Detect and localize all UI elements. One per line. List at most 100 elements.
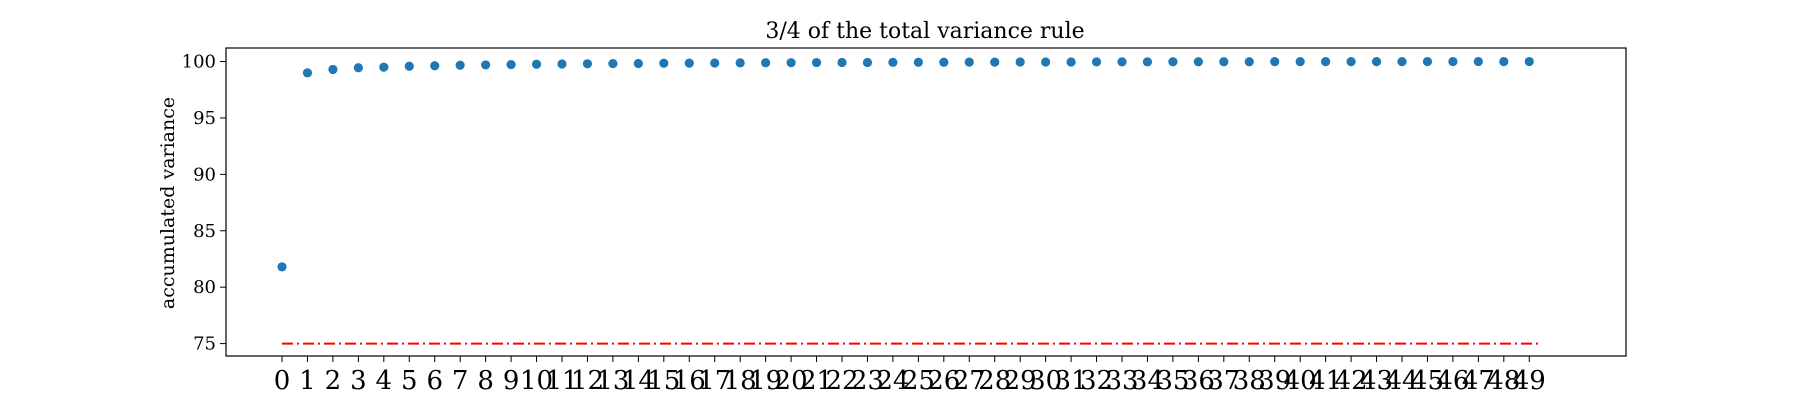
x-tick-label: 18 bbox=[724, 366, 757, 396]
data-point bbox=[1524, 56, 1534, 67]
data-point bbox=[1397, 57, 1407, 67]
data-point bbox=[1473, 56, 1483, 67]
x-tick-label: 47 bbox=[1462, 366, 1495, 396]
data-point bbox=[1142, 57, 1153, 67]
x-tick-label: 45 bbox=[1411, 366, 1444, 396]
y-tick-label: 75 bbox=[193, 334, 216, 355]
x-tick-label: 4 bbox=[376, 366, 393, 396]
y-axis-label: accumulated variance bbox=[157, 97, 179, 309]
x-tick-label: 22 bbox=[825, 366, 858, 396]
data-point bbox=[633, 58, 643, 69]
data-point bbox=[761, 58, 771, 68]
x-tick-label: 38 bbox=[1233, 366, 1266, 396]
data-point bbox=[1422, 56, 1433, 67]
chart-title: 3/4 of the total variance rule bbox=[765, 19, 1084, 44]
x-tick-label: 17 bbox=[698, 366, 731, 396]
data-point bbox=[684, 58, 694, 68]
x-tick-label: 28 bbox=[978, 366, 1011, 396]
x-tick-label: 30 bbox=[1029, 366, 1062, 396]
data-point bbox=[404, 61, 414, 71]
x-tick-label: 35 bbox=[1156, 366, 1189, 396]
x-tick-label: 29 bbox=[1004, 366, 1037, 396]
data-point bbox=[964, 57, 974, 67]
data-point bbox=[328, 64, 338, 75]
data-point bbox=[481, 60, 491, 70]
x-tick-label: 48 bbox=[1487, 366, 1520, 396]
x-tick-label: 41 bbox=[1309, 366, 1342, 396]
data-point bbox=[1015, 57, 1025, 67]
data-point bbox=[557, 59, 567, 69]
data-point bbox=[837, 57, 847, 68]
x-tick-label: 15 bbox=[647, 366, 680, 396]
data-point bbox=[1499, 56, 1509, 67]
data-point bbox=[888, 57, 898, 67]
data-point bbox=[939, 57, 949, 67]
data-point bbox=[1346, 57, 1356, 67]
data-point bbox=[608, 58, 618, 69]
x-tick-label: 23 bbox=[851, 366, 884, 396]
x-tick-label: 2 bbox=[325, 366, 342, 396]
x-tick-label: 24 bbox=[876, 366, 909, 396]
x-tick-label: 43 bbox=[1360, 366, 1393, 396]
data-point bbox=[1295, 57, 1305, 67]
data-point bbox=[1066, 57, 1076, 67]
data-point bbox=[1371, 57, 1382, 67]
x-tick-label: 25 bbox=[902, 366, 935, 396]
x-tick-label: 1 bbox=[299, 366, 316, 396]
data-point bbox=[582, 59, 593, 69]
x-tick-label: 16 bbox=[673, 366, 706, 396]
x-tick-label: 39 bbox=[1258, 366, 1291, 396]
x-tick-label: 33 bbox=[1105, 366, 1138, 396]
data-point bbox=[506, 59, 516, 70]
data-point bbox=[1091, 57, 1102, 67]
x-tick-label: 3 bbox=[350, 366, 367, 396]
data-point bbox=[786, 58, 796, 68]
x-tick-label: 11 bbox=[545, 366, 578, 396]
y-tick-label: 95 bbox=[193, 108, 216, 129]
x-tick-label: 26 bbox=[927, 366, 960, 396]
x-tick-label: 5 bbox=[401, 366, 418, 396]
data-point bbox=[862, 57, 873, 68]
x-tick-label: 40 bbox=[1284, 366, 1317, 396]
x-tick-label: 27 bbox=[953, 366, 986, 396]
x-tick-label: 0 bbox=[274, 366, 291, 396]
data-point bbox=[1117, 57, 1127, 67]
x-tick-label: 31 bbox=[1055, 366, 1088, 396]
x-tick-label: 49 bbox=[1513, 366, 1546, 396]
x-tick-label: 10 bbox=[520, 366, 553, 396]
data-point bbox=[710, 58, 720, 68]
data-point bbox=[990, 57, 1000, 67]
data-point bbox=[379, 62, 389, 72]
x-tick-label: 42 bbox=[1335, 366, 1368, 396]
x-tick-label: 20 bbox=[775, 366, 808, 396]
data-point bbox=[1041, 57, 1051, 67]
x-tick-label: 6 bbox=[426, 366, 443, 396]
x-tick-label: 36 bbox=[1182, 366, 1215, 396]
data-point bbox=[1193, 57, 1203, 67]
x-tick-label: 34 bbox=[1131, 366, 1164, 396]
data-point bbox=[1270, 57, 1280, 67]
y-tick-label: 80 bbox=[193, 277, 216, 298]
x-tick-label: 19 bbox=[749, 366, 782, 396]
x-tick-label: 37 bbox=[1207, 366, 1240, 396]
data-point bbox=[1168, 57, 1178, 67]
x-tick-label: 32 bbox=[1080, 366, 1113, 396]
x-tick-label: 13 bbox=[596, 366, 629, 396]
x-tick-label: 9 bbox=[503, 366, 520, 396]
x-tick-label: 21 bbox=[800, 366, 833, 396]
data-point bbox=[659, 58, 669, 68]
data-point bbox=[811, 57, 822, 68]
data-point bbox=[531, 59, 542, 69]
data-point bbox=[1219, 57, 1229, 67]
x-tick-label: 14 bbox=[622, 366, 655, 396]
data-point bbox=[735, 58, 745, 68]
data-point bbox=[430, 61, 440, 71]
x-tick-label: 44 bbox=[1385, 366, 1418, 396]
data-point bbox=[455, 60, 465, 70]
data-point bbox=[302, 68, 313, 78]
x-tick-label: 46 bbox=[1436, 366, 1469, 396]
data-point bbox=[1321, 57, 1331, 67]
